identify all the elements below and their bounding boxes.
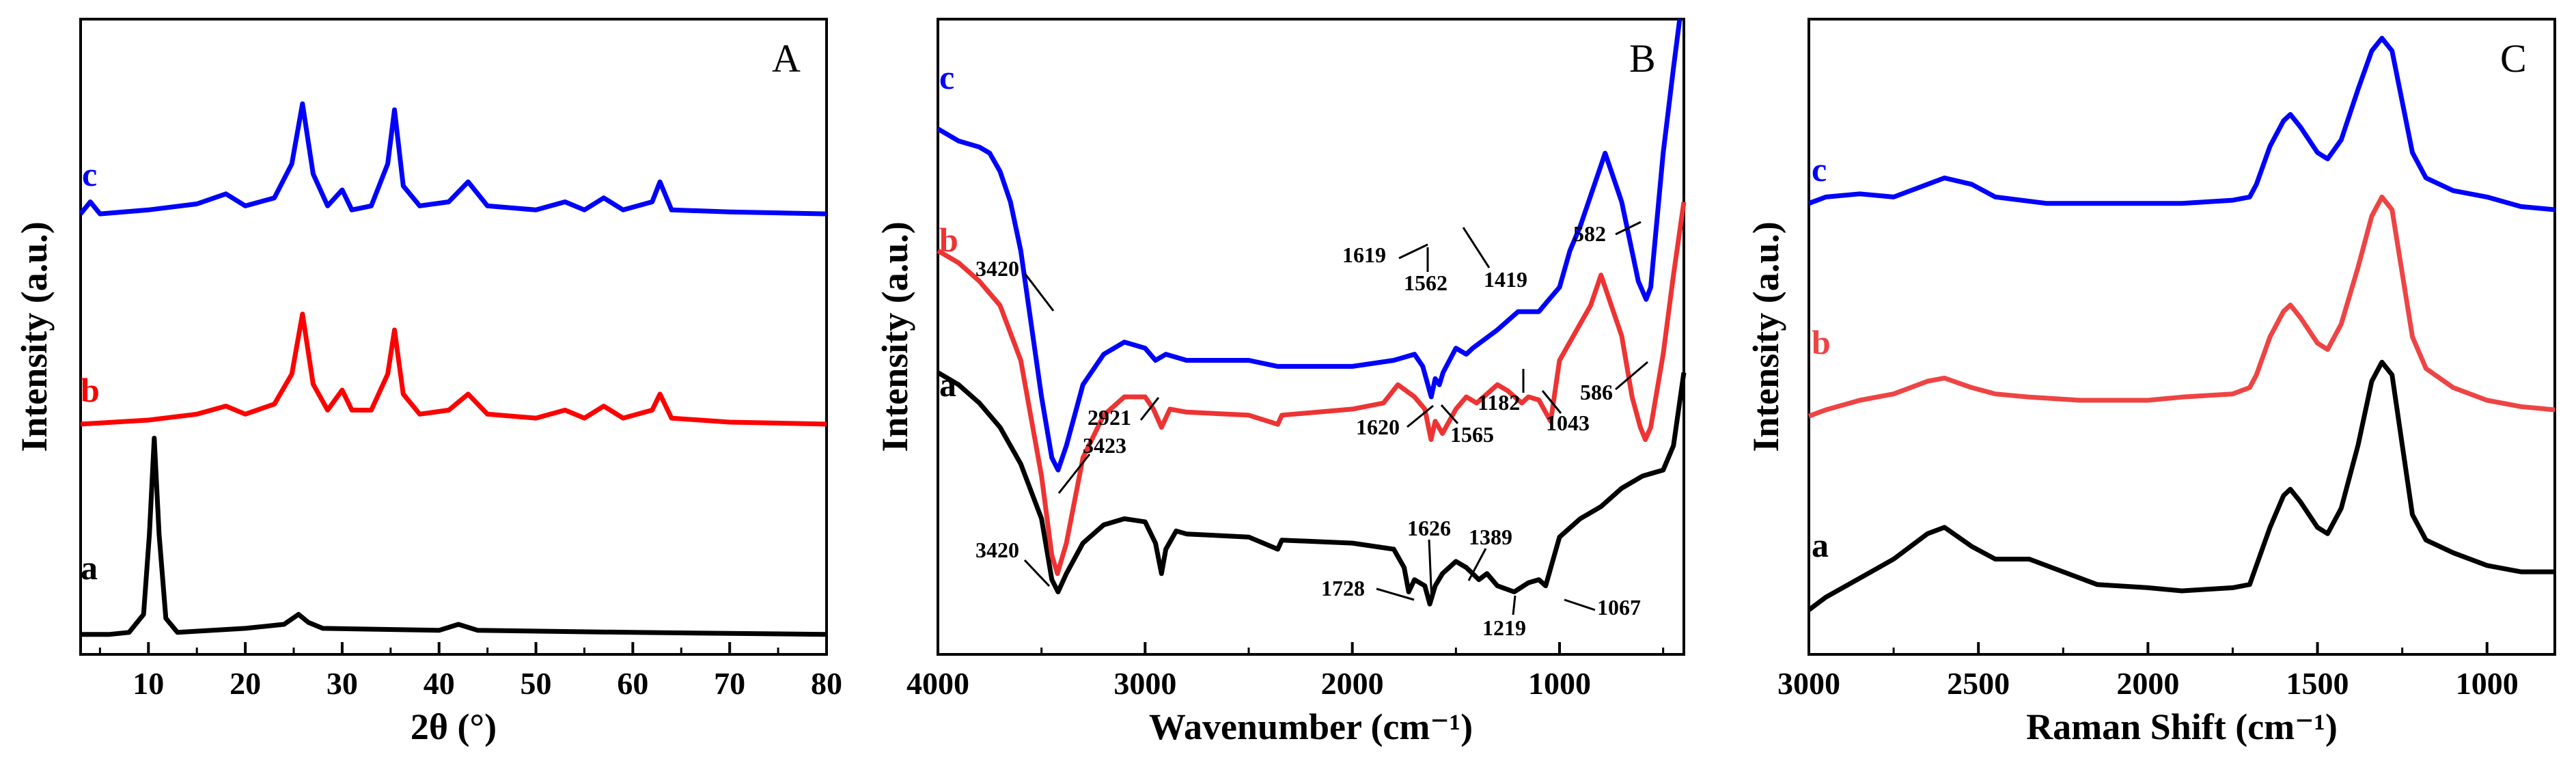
panel-b-curve-label-b: b [939, 221, 958, 259]
panel-b-curve-label-c: c [939, 58, 954, 96]
annotation-a-3420: 3420 [975, 538, 1019, 562]
panel-a-curve-label-b: b [81, 371, 100, 409]
arrow-b-1565 [1440, 404, 1459, 424]
panel-a-series-c [79, 101, 827, 217]
panel-c-curve-label-b: b [1812, 323, 1831, 361]
arrow-a-1219 [1512, 595, 1516, 615]
panel-b-letter: B [1629, 36, 1656, 81]
annotation-b-3423: 3423 [1083, 433, 1126, 458]
arrow-c-3420 [1023, 273, 1055, 311]
annotation-a-1728: 1728 [1321, 576, 1365, 600]
panel-b-xtick-label: 4000 [906, 666, 969, 701]
panel-a-xtick-label: 70 [714, 666, 745, 701]
panel-c-xtick-label: 1000 [2456, 666, 2519, 701]
panel-c-xtick-label: 3000 [1777, 666, 1840, 701]
annotation-b-1620: 1620 [1356, 415, 1400, 439]
panel-a-series-a [81, 435, 827, 637]
panel-c-frame [1808, 18, 2556, 656]
panel-b-curve-label-a: a [939, 365, 956, 404]
annotation-b-1182: 1182 [1478, 390, 1520, 415]
annotation-c-3420: 3420 [975, 256, 1019, 281]
arrow-a-1728 [1376, 587, 1415, 601]
panel-b-xtick-label: 3000 [1113, 666, 1176, 701]
arrow-a-1626 [1428, 539, 1433, 603]
panel-a-xtick-label: 30 [327, 666, 358, 701]
panel-a-curve-label-a: a [81, 549, 98, 587]
panel-b-ylabel: Intensity (a.u.) [874, 221, 915, 452]
panel-b-frame [937, 18, 1685, 656]
panel-b-series-c [937, 18, 1682, 473]
panel-c-xtick-label: 1500 [2286, 666, 2349, 701]
panel-b-xtick-label: 1000 [1528, 666, 1591, 701]
annotation-c-1619: 1619 [1342, 242, 1386, 267]
annotation-c-582: 582 [1573, 221, 1606, 246]
panel-b-series-b [937, 202, 1687, 577]
annotation-c-1562: 1562 [1404, 270, 1448, 295]
panel-b-xtick-label: 2000 [1321, 666, 1384, 701]
panel-c-xlabel: Raman Shift (cm⁻¹) [2026, 706, 2338, 747]
arrow-a-1389 [1467, 548, 1487, 581]
panel-c-letter: C [2500, 36, 2527, 81]
annotation-a-1389: 1389 [1469, 525, 1512, 549]
arrow-b-3423 [1057, 454, 1091, 494]
annotation-a-1219: 1219 [1482, 615, 1526, 640]
panel-a-xlabel: 2θ (°) [411, 706, 497, 747]
panel-a-xtick-label: 50 [521, 666, 552, 701]
panel-a-xtick-label: 40 [424, 666, 455, 701]
panel-b-xlabel: Wavenumber (cm⁻¹) [1149, 706, 1473, 747]
panel-a-series-b [80, 311, 827, 427]
annotation-b-2921: 2921 [1088, 405, 1131, 430]
arrow-a-3420 [1023, 559, 1051, 587]
annotation-b-586: 586 [1580, 380, 1613, 404]
annotation-b-1043: 1043 [1546, 411, 1590, 435]
panel-a-xtick-label: 10 [133, 666, 164, 701]
panel-a-xtick-label: 20 [230, 666, 261, 701]
arrow-b-586 [1615, 361, 1648, 391]
panel-a-curve-label-c: c [82, 155, 97, 193]
arrow-c-1619 [1398, 243, 1428, 260]
arrow-b-1043 [1541, 390, 1562, 414]
panel-b-series-a [937, 370, 1687, 607]
annotation-a-1067: 1067 [1597, 595, 1641, 620]
panel-c-xtick-label: 2500 [1947, 666, 2010, 701]
panel-a-xtick-label: 60 [617, 666, 648, 701]
panel-c-ylabel: Intensity (a.u.) [1745, 221, 1786, 452]
panel-c-curve-label-a: a [1812, 526, 1829, 564]
panel-c: C Raman Shift (cm⁻¹) Intensity (a.u.) 30… [1745, 18, 2556, 747]
panel-c-series-a [1807, 359, 2555, 612]
arrow-a-1067 [1564, 598, 1596, 611]
panel-a-ylabel: Intensity (a.u.) [14, 221, 55, 452]
panel-a: A 2θ (°) Intensity (a.u.) 10 20 30 40 50 60 70… [14, 18, 842, 747]
panel-a-letter: A [772, 36, 801, 81]
arrow-c-582 [1615, 221, 1642, 236]
arrow-b-2921 [1139, 397, 1160, 421]
panel-c-curve-label-c: c [1812, 150, 1827, 189]
panel-a-frame [79, 18, 828, 656]
arrow-b-1620 [1407, 404, 1434, 428]
panel-a-xtick-label: 80 [811, 666, 842, 701]
panel-c-xtick-label: 2000 [2116, 666, 2179, 701]
annotation-b-1565: 1565 [1450, 422, 1494, 447]
panel-c-series-b [1808, 194, 2556, 419]
annotation-c-1419: 1419 [1484, 267, 1527, 292]
panel-b: B Wavenumber (cm⁻¹) Intensity (a.u.) 400… [874, 18, 1687, 747]
arrow-c-1419 [1462, 227, 1491, 268]
panel-c-series-c [1808, 36, 2556, 212]
annotation-a-1626: 1626 [1407, 516, 1451, 540]
